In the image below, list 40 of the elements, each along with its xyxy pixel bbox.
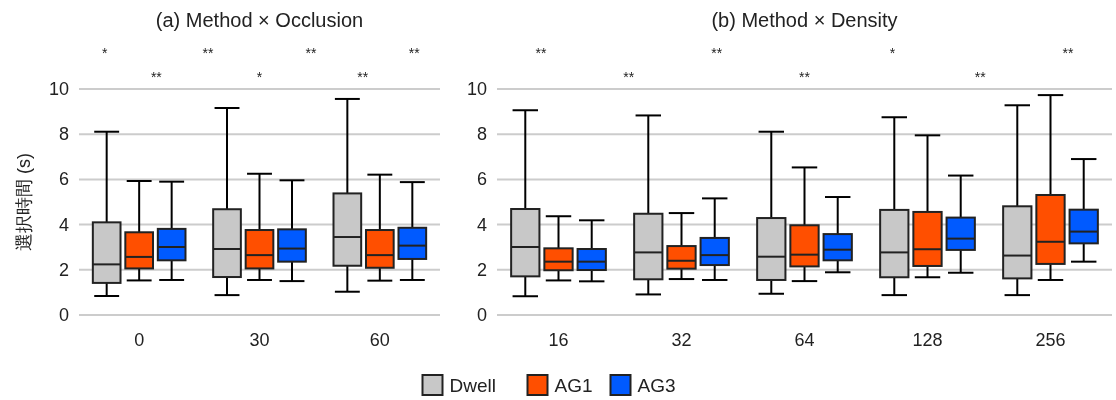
y-tick-label: 0 xyxy=(58,305,69,325)
text: ** xyxy=(305,45,318,61)
x-tick-label: 60 xyxy=(369,330,390,350)
y-tick-label: 0 xyxy=(476,305,487,325)
y-tick-label: 4 xyxy=(58,214,69,235)
y-tick-label: 10 xyxy=(48,79,69,99)
legend-label: AG1 xyxy=(554,375,593,396)
legend-label: Dwell xyxy=(449,375,496,396)
text: ** xyxy=(974,69,987,85)
text: ** xyxy=(711,45,723,61)
y-axis-title: 選択時間 (s) xyxy=(14,153,34,251)
x-tick-label: 30 xyxy=(249,330,270,350)
x-tick-label: 16 xyxy=(548,330,569,350)
y-tick-label: 8 xyxy=(476,124,487,145)
text: ** xyxy=(535,45,547,61)
y-tick-label: 6 xyxy=(58,169,69,190)
legend-label: AG3 xyxy=(637,375,676,396)
text: ** xyxy=(357,69,369,85)
text: ** xyxy=(623,69,635,85)
text: ** xyxy=(1062,45,1075,61)
x-tick-label: 0 xyxy=(134,330,145,350)
chart-title: (a) Method × Occlusion xyxy=(155,9,364,31)
y-tick-label: 10 xyxy=(466,79,487,99)
text: ** xyxy=(150,69,163,85)
text: * xyxy=(256,69,263,85)
text: * xyxy=(889,45,896,61)
text: ** xyxy=(799,69,811,85)
x-tick-label: 64 xyxy=(794,330,815,350)
y-tick-label: 8 xyxy=(58,124,69,145)
text: ** xyxy=(202,45,214,61)
y-tick-label: 6 xyxy=(476,169,487,190)
y-tick-label: 2 xyxy=(58,259,69,280)
text: * xyxy=(102,45,109,61)
x-tick-label: 256 xyxy=(1035,330,1066,350)
text: ** xyxy=(408,45,421,61)
y-tick-label: 4 xyxy=(476,214,487,235)
y-tick-label: 2 xyxy=(476,259,487,280)
chart-title: (b) Method × Density xyxy=(711,9,898,31)
x-tick-label: 32 xyxy=(671,330,692,350)
x-tick-label: 128 xyxy=(912,330,943,350)
